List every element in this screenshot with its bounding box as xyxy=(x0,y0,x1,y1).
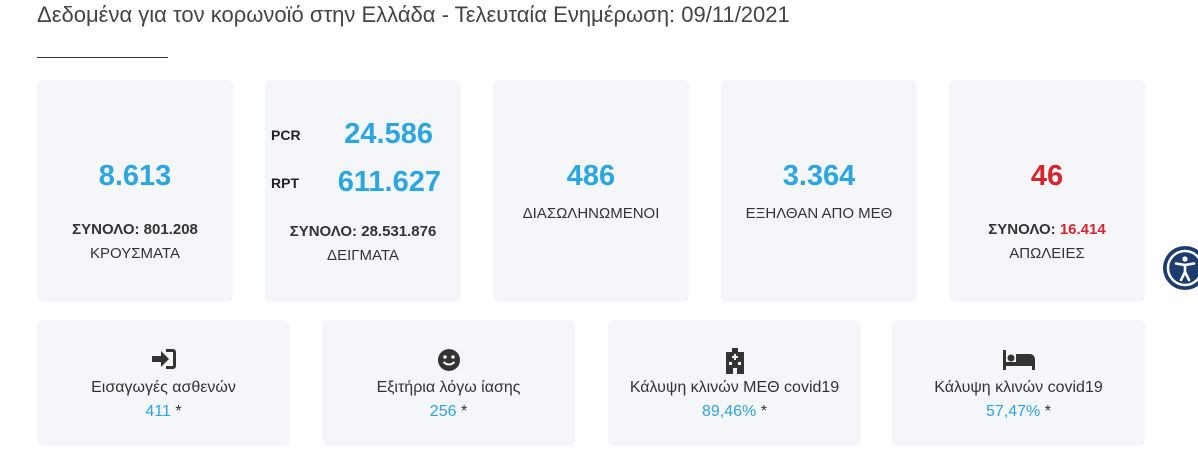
total-value: 801.208 xyxy=(143,221,198,238)
card-label: ΚΡΟΥΣΜΑΤΑ xyxy=(90,245,180,262)
icu-beds-card: Κάλυψη κλινών ΜΕΘ covid19 89,46% * xyxy=(608,320,861,446)
intubated-card: 486 ΔΙΑΣΩΛΗΝΩΜΕΝΟΙ xyxy=(493,80,689,302)
card-value-line: 411 * xyxy=(37,403,290,421)
beds-card: Κάλυψη κλινών covid19 57,47% * xyxy=(892,320,1145,446)
page-title: Δεδομένα για τον κορωνοϊό στην Ελλάδα - … xyxy=(37,2,790,27)
hospital-icon xyxy=(725,348,744,374)
total-value: 28.531.876 xyxy=(361,223,437,240)
row-name: RPT xyxy=(271,175,299,191)
card-total: ΣΥΝΟΛΟ: 28.531.876 xyxy=(265,223,461,240)
card-value: 46 xyxy=(1030,160,1064,192)
card-label: Εξιτήρια λόγω ίασης xyxy=(376,379,521,396)
bed-icon xyxy=(1002,350,1035,370)
card-note: * xyxy=(1044,403,1051,420)
total-label: ΣΥΝΟΛΟ: xyxy=(289,223,358,240)
card-label: ΔΕΙΓΜΑΤΑ xyxy=(327,247,399,264)
total-label: ΣΥΝΟΛΟ: xyxy=(988,221,1056,238)
card-note: * xyxy=(760,403,767,420)
tests-card: PCR 24.586 RPT 611.627 ΣΥΝΟΛΟ: 28.531.87… xyxy=(265,80,461,302)
card-label: Κάλυψη κλινών ΜΕΘ covid19 xyxy=(629,379,840,396)
row-name: PCR xyxy=(271,127,301,143)
card-label: Κάλυψη κλινών covid19 xyxy=(934,379,1103,396)
card-value: 411 xyxy=(145,403,171,420)
card-total: ΣΥΝΟΛΟ: 801.208 xyxy=(37,221,233,238)
card-value-line: 89,46% * xyxy=(608,403,861,421)
card-label: Εισαγωγές ασθενών xyxy=(91,379,236,396)
cases-card: 8.613 ΣΥΝΟΛΟ: 801.208 ΚΡΟΥΣΜΑΤΑ xyxy=(37,80,233,302)
deaths-card: 46 ΣΥΝΟΛΟ: 16.414 ΑΠΩΛΕΙΕΣ xyxy=(949,80,1145,302)
card-value-line: 57,47% * xyxy=(892,403,1145,421)
card-value: 89,46% xyxy=(702,403,757,420)
card-value: 256 xyxy=(429,403,457,420)
total-value: 16.414 xyxy=(1059,221,1106,238)
smile-icon xyxy=(437,349,460,371)
row-value: 611.627 xyxy=(337,166,441,198)
admissions-card: Εισαγωγές ασθενών 411 * xyxy=(37,320,290,446)
accessibility-button[interactable] xyxy=(1162,245,1198,291)
card-value: 486 xyxy=(566,160,616,192)
card-value: 8.613 xyxy=(98,160,172,192)
title-underline xyxy=(37,57,168,58)
card-value-line: 256 * xyxy=(322,403,575,421)
card-value: 3.364 xyxy=(782,160,856,192)
card-value: 57,47% xyxy=(986,403,1041,420)
sign-in-icon xyxy=(151,349,176,369)
card-label: ΔΙΑΣΩΛΗΝΩΜΕΝΟΙ xyxy=(522,205,660,222)
card-note: * xyxy=(460,403,468,420)
card-label: ΕΞΗΛΘΑΝ ΑΠΟ ΜΕΘ xyxy=(745,205,893,222)
card-label: ΑΠΩΛΕΙΕΣ xyxy=(1009,245,1085,262)
discharges-card: Εξιτήρια λόγω ίασης 256 * xyxy=(322,320,575,446)
card-total: ΣΥΝΟΛΟ: 16.414 xyxy=(949,221,1145,238)
icu-exit-card: 3.364 ΕΞΗΛΘΑΝ ΑΠΟ ΜΕΘ xyxy=(721,80,917,302)
card-note: * xyxy=(175,403,182,420)
total-label: ΣΥΝΟΛΟ: xyxy=(72,221,140,238)
row-value: 24.586 xyxy=(344,118,433,150)
